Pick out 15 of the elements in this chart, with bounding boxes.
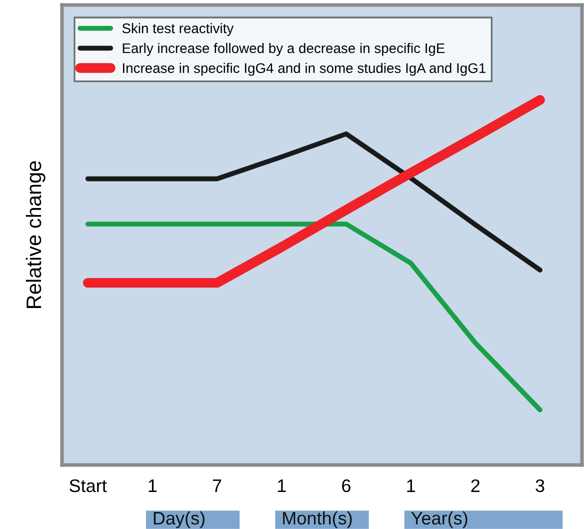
y-axis-title: Relative change	[26, 161, 46, 308]
x-tick-label: 1	[278, 480, 286, 492]
x-tick-label: 1	[148, 480, 157, 492]
text: Year(s)	[411, 511, 468, 528]
text: Day(s)	[154, 511, 204, 528]
legend-label: Early increase followed by a decrease in specific IgE	[122, 42, 445, 56]
legend-label: Increase in specific IgG4 and in some studies IgA and IgG1	[123, 62, 486, 76]
x-tick-label: 1	[407, 480, 415, 492]
x-tick-label: 2	[471, 479, 480, 492]
x-tick-label: 3	[536, 479, 544, 492]
x-tick-label: 7	[212, 480, 222, 492]
x-tick-label: 6	[342, 479, 350, 492]
text: Month(s)	[283, 511, 352, 528]
x-tick-label: Start	[70, 479, 107, 492]
legend-label: Skin test reactivity	[122, 23, 234, 36]
